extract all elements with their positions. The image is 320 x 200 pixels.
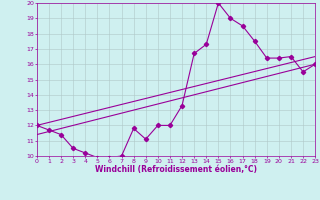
X-axis label: Windchill (Refroidissement éolien,°C): Windchill (Refroidissement éolien,°C) [95,165,257,174]
